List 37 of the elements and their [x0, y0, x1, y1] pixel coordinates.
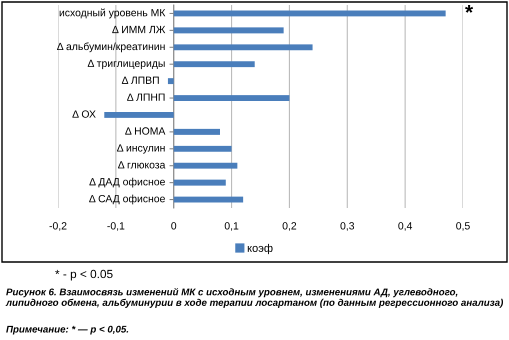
y-tick-label: Δ ЛПВП	[122, 76, 159, 84]
y-tick-label: исходный уровень МК	[60, 8, 166, 18]
y-tick-label: Δ ИММ ЛЖ	[112, 26, 166, 34]
y-tick-label: Δ инсулин	[117, 144, 165, 154]
x-tick-label: 0,1	[224, 222, 238, 231]
x-tick-label: 0	[171, 222, 176, 230]
bar	[174, 128, 220, 135]
bar	[174, 27, 284, 34]
bar	[174, 196, 244, 202]
x-tick-label: 0,2	[282, 222, 296, 231]
bar	[174, 10, 446, 16]
bar	[174, 146, 232, 152]
y-tick-label: Δ HOMA	[125, 127, 166, 135]
bar	[174, 95, 290, 101]
text: * - p < 0.05	[55, 270, 113, 280]
bar	[104, 112, 174, 118]
bar	[168, 78, 174, 84]
bar	[174, 180, 226, 186]
x-tick-label: -0,1	[107, 222, 124, 231]
x-tick-label: 0,5	[456, 222, 470, 231]
y-tick-label: Δ ДАД офисное	[89, 178, 165, 188]
text: Примечание: * — p < 0,05.	[6, 326, 128, 335]
bar	[174, 61, 255, 68]
text: Рисунок 6. Взаимосвязь изменений МК с исходным уровнем, изменениями АД, углеводного, липидного обмена, альбуминурии в ходе терапии лосартаном (по данным регрессионного анализа)	[6, 288, 504, 308]
text: *	[465, 5, 474, 13]
y-tick-label: Δ триглицериды	[88, 60, 165, 70]
y-tick-label: Δ альбумин/креатинин	[57, 42, 165, 52]
x-tick-label: -0,2	[49, 222, 66, 231]
y-tick-label: Δ САД офисное	[89, 194, 165, 204]
y-tick-label: Δ ЛПНП	[127, 94, 165, 101]
y-tick-label: Δ глюкоза	[118, 161, 166, 169]
y-tick-label: Δ ОХ	[72, 110, 96, 118]
bar	[174, 44, 313, 50]
x-tick-label: 0,4	[398, 222, 412, 231]
x-tick-label: 0,3	[340, 222, 354, 231]
bar	[174, 162, 238, 169]
legend-label: коэф	[248, 244, 273, 254]
